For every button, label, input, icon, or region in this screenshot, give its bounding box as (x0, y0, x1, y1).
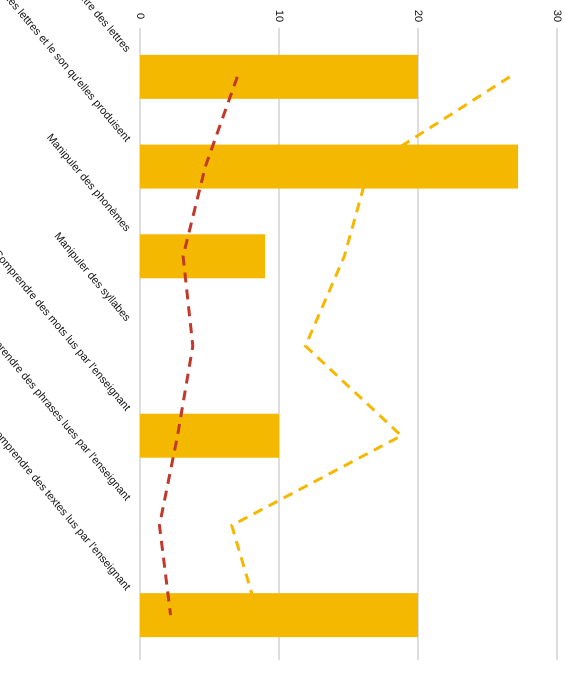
value-tick-label: 20 (412, 10, 424, 22)
category-label: Comprendre des phrases lues par l'enseig… (0, 321, 133, 503)
bar (140, 54, 418, 99)
value-tick-label: 30 (551, 10, 563, 22)
value-tick-label: 10 (273, 10, 285, 22)
dashed-line (229, 75, 511, 616)
value-tick-label: 0 (134, 13, 146, 19)
category-label: Reconnaître des lettres (50, 0, 133, 55)
bar (140, 144, 519, 189)
category-label: Connaître le nom des lettres et le son q… (0, 0, 133, 144)
bar (140, 593, 418, 638)
bar (140, 413, 279, 458)
dashed-line (157, 76, 239, 616)
category-label: Manipuler des phonèmes (44, 132, 133, 235)
category-label: Manipuler des syllabes (52, 230, 133, 324)
bar (140, 234, 266, 279)
category-label: Comprendre des mots lus par l'enseignant (0, 248, 133, 414)
category-label: Comprendre des textes lus par l'enseigna… (0, 423, 133, 593)
